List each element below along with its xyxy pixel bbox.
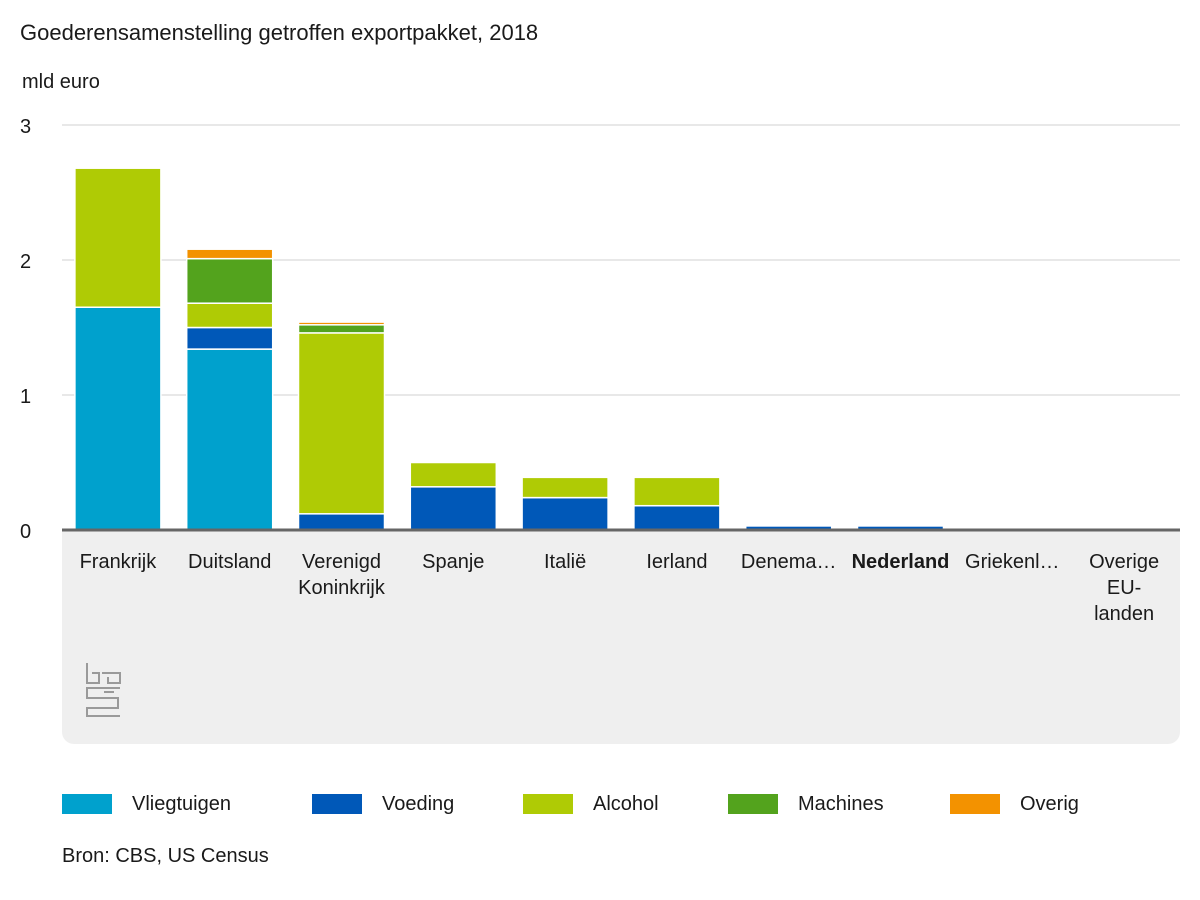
y-tick-label-0: 0 — [20, 521, 31, 543]
bar-duitsland-vliegtuigen — [185, 348, 274, 531]
x-tick-label-griekenland: Griekenl… — [965, 551, 1059, 573]
bar-frankrijk-alcohol — [74, 167, 162, 308]
bar-ierland-alcohol — [633, 476, 721, 507]
x-tick-label-duitsland: Duitsland — [188, 551, 271, 573]
bar-duitsland-alcohol — [185, 302, 274, 329]
bar-verenigd-koninkrijk-overig — [297, 321, 386, 326]
y-tick-label-2: 2 — [20, 251, 31, 273]
x-tick-label-verenigd-koninkrijk-1: Verenigd — [302, 551, 381, 573]
x-tick-label-spanje: Spanje — [422, 551, 484, 573]
bar-duitsland-overig — [185, 248, 274, 260]
bar-frankrijk-vliegtuigen — [74, 306, 162, 531]
x-axis-panel — [62, 530, 1180, 744]
y-tick-label-1: 1 — [20, 386, 31, 408]
source-note: Bron: CBS, US Census — [62, 845, 269, 867]
legend-label-alcohol: Alcohol — [593, 793, 659, 815]
x-tick-label-verenigd-koninkrijk-2: Koninkrijk — [298, 577, 386, 599]
legend-swatch-machines — [728, 794, 778, 814]
legend-label-voeding: Voeding — [382, 793, 455, 815]
bar-duitsland-machines — [185, 257, 274, 304]
bar-verenigd-koninkrijk-machines — [297, 324, 386, 334]
y-axis-unit: mld euro — [22, 71, 100, 93]
legend-swatch-voeding — [312, 794, 362, 814]
bar-verenigd-koninkrijk-voeding — [297, 513, 386, 531]
bar-itali-alcohol — [521, 476, 609, 499]
x-tick-label-overige-eu-landen-2: EU- — [1107, 577, 1141, 599]
chart-title: Goederensamenstelling getroffen exportpa… — [20, 20, 539, 45]
x-tick-label-ierland: Ierland — [646, 551, 707, 573]
legend-swatch-alcohol — [523, 794, 573, 814]
bar-duitsland-voeding — [185, 326, 274, 350]
bar-verenigd-koninkrijk-alcohol — [297, 332, 386, 515]
x-tick-label-nederland: Nederland — [852, 551, 950, 573]
x-tick-label-frankrijk: Frankrijk — [80, 551, 158, 573]
legend-label-overig: Overig — [1020, 793, 1079, 815]
cbs-logo-icon: cbs — [86, 663, 121, 717]
bar-itali-voeding — [521, 496, 609, 531]
x-tick-label-itali: Italië — [544, 551, 586, 573]
y-tick-label-3: 3 — [20, 116, 31, 138]
bar-spanje-alcohol — [409, 461, 498, 488]
x-tick-label-overige-eu-landen-3: landen — [1094, 603, 1154, 625]
legend-swatch-overig — [950, 794, 1000, 814]
legend-label-vliegtuigen: Vliegtuigen — [132, 793, 231, 815]
legend-swatch-vliegtuigen — [62, 794, 112, 814]
bar-ierland-voeding — [633, 504, 721, 531]
legend-label-machines: Machines — [798, 793, 884, 815]
x-tick-label-overige-eu-landen-1: Overige — [1089, 551, 1159, 573]
bar-spanje-voeding — [409, 486, 498, 531]
x-tick-label-denemarken: Denema… — [741, 551, 837, 573]
